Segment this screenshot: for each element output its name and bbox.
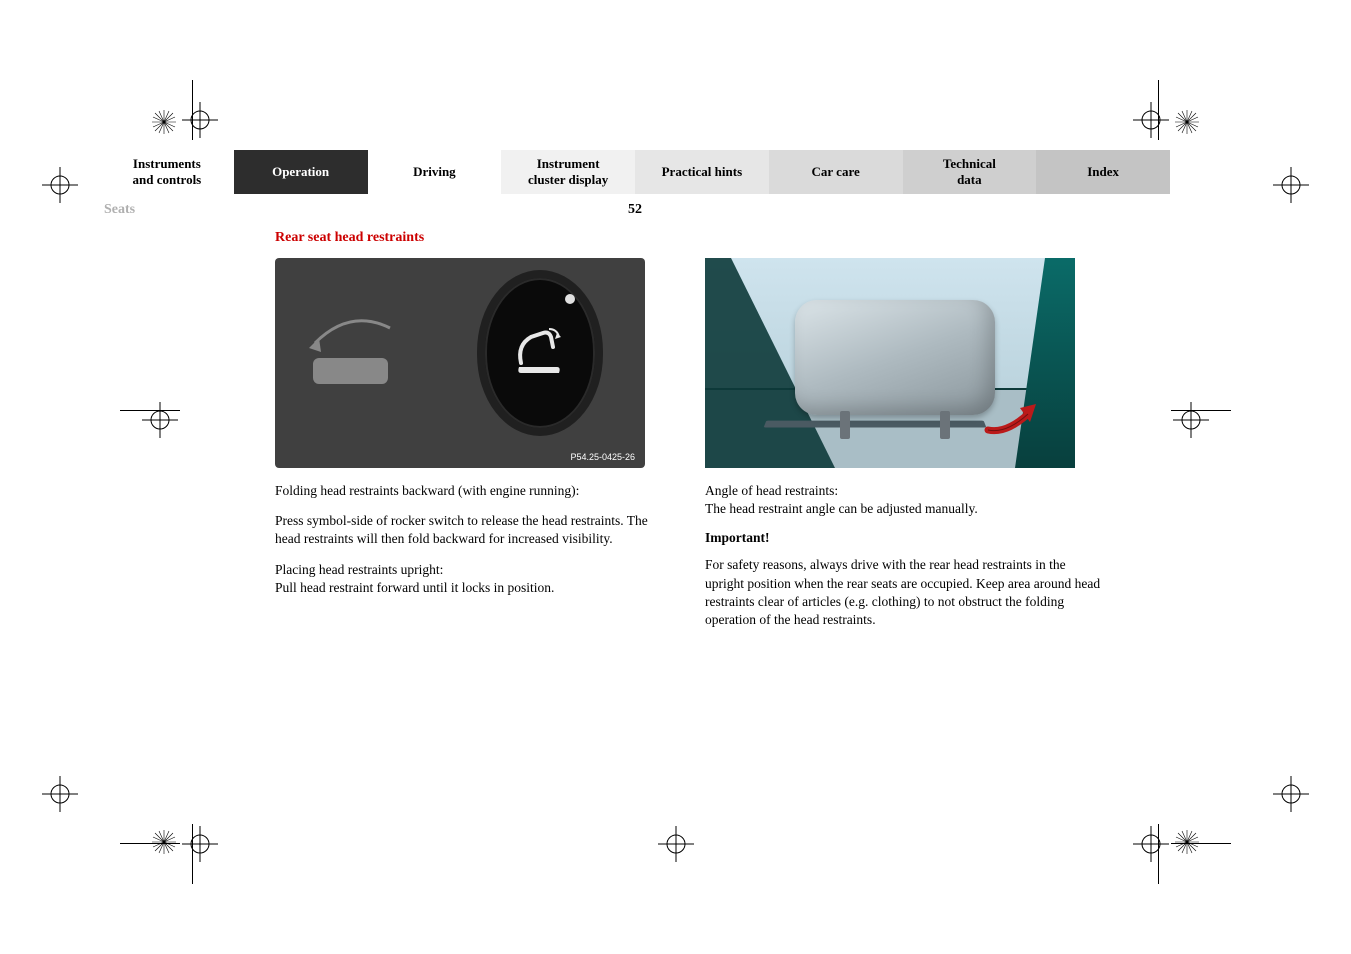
section-label: Seats [104, 202, 135, 218]
rocker-switch [485, 278, 595, 428]
important-heading: Important! [705, 530, 1105, 546]
left-column: P54.25-0425-26 Folding head restraints b… [275, 258, 675, 641]
headrest-fold-arrow-icon [295, 298, 405, 408]
burst-mark-icon [150, 828, 178, 856]
rocker-indicator-dot-icon [565, 294, 575, 304]
page-number: 52 [628, 202, 642, 218]
registration-target-icon [1131, 100, 1171, 140]
nav-tabs: Instrumentsand controls Operation Drivin… [100, 150, 1170, 194]
burst-mark-icon [1173, 828, 1201, 856]
headrest-cushion [795, 300, 995, 415]
registration-target-icon [656, 824, 696, 864]
figure-caption: P54.25-0425-26 [570, 452, 635, 462]
tab-car-care[interactable]: Car care [769, 150, 903, 194]
seat-symbol-icon [509, 323, 569, 383]
registration-target-icon [180, 100, 220, 140]
adjust-angle-arrow-icon [980, 388, 1040, 438]
tab-driving[interactable]: Driving [368, 150, 502, 194]
registration-target-icon [1271, 774, 1311, 814]
registration-target-icon [40, 774, 80, 814]
figure-rocker-switch: P54.25-0425-26 [275, 258, 645, 468]
subsection-title: Rear seat head restraints [275, 230, 1170, 246]
tab-instruments-controls[interactable]: Instrumentsand controls [100, 150, 234, 194]
registration-target-icon [180, 824, 220, 864]
tab-operation[interactable]: Operation [234, 150, 368, 194]
paragraph: Folding head restraints backward (with e… [275, 482, 675, 500]
tab-instrument-cluster-display[interactable]: Instrumentcluster display [501, 150, 635, 194]
figure-headrest-angle [705, 258, 1075, 468]
page-content: Instrumentsand controls Operation Drivin… [100, 150, 1170, 641]
registration-target-icon [1271, 165, 1311, 205]
section-header: Seats 52 [100, 202, 1170, 218]
headrest-scene [705, 258, 1075, 468]
tab-technical-data[interactable]: Technicaldata [903, 150, 1037, 194]
content-area: Rear seat head restraints [100, 230, 1170, 641]
tab-index[interactable]: Index [1036, 150, 1170, 194]
registration-target-icon [1131, 824, 1171, 864]
two-column-layout: P54.25-0425-26 Folding head restraints b… [275, 258, 1170, 641]
burst-mark-icon [1173, 108, 1201, 136]
paragraph: Angle of head restraints:The head restra… [705, 482, 1105, 518]
paragraph: For safety reasons, always drive with th… [705, 556, 1105, 629]
parcel-shelf [764, 421, 987, 428]
headrest-post [840, 411, 850, 439]
paragraph: Press symbol-side of rocker switch to re… [275, 512, 675, 548]
headrest-post [940, 411, 950, 439]
burst-mark-icon [150, 108, 178, 136]
tab-practical-hints[interactable]: Practical hints [635, 150, 769, 194]
registration-target-icon [1171, 400, 1211, 440]
right-column: Angle of head restraints:The head restra… [705, 258, 1105, 641]
paragraph: Placing head restraints upright:Pull hea… [275, 561, 675, 597]
registration-target-icon [40, 165, 80, 205]
